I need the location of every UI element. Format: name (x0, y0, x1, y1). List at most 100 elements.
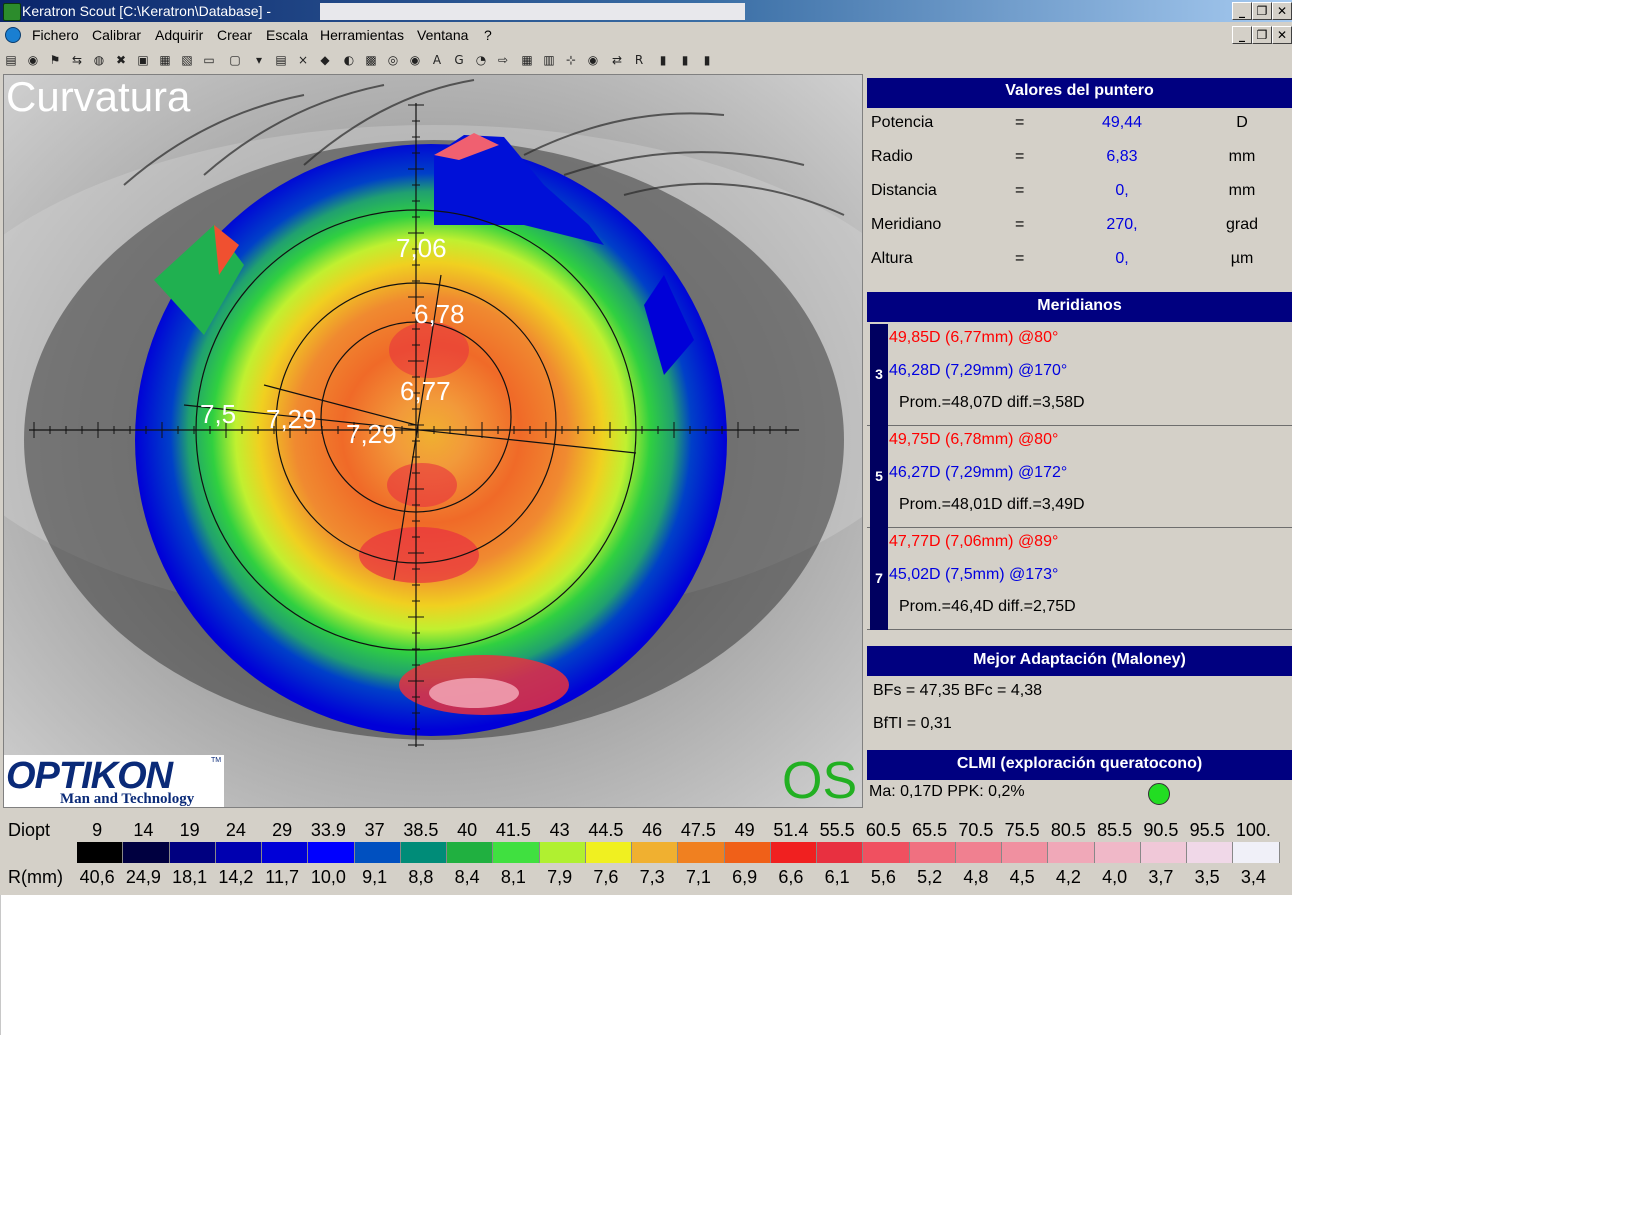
corneal-topography[interactable]: 7,06 6,78 6,77 7,5 7,29 7,29 (4, 75, 862, 807)
pointer-label: Meridiano (871, 216, 942, 233)
logo-wordmark: OPTIKON (6, 755, 173, 797)
restore-button[interactable]: ❐ (1252, 2, 1272, 20)
dropdown-icon[interactable]: ▾ (255, 53, 263, 67)
radius-value: 5,6 (870, 867, 896, 887)
compare-icon[interactable]: ⇄ (611, 53, 623, 67)
crosshair-ticks (33, 104, 787, 746)
steep-meridian: 49,85D (6,77mm) @80° (889, 329, 1059, 346)
target-icon[interactable]: ◎ (387, 53, 399, 67)
doc-restore-button[interactable]: ❐ (1252, 26, 1272, 44)
a-icon[interactable]: A (432, 53, 442, 67)
list-icon[interactable]: ▤ (275, 53, 287, 67)
export-icon[interactable]: ⇨ (497, 53, 509, 67)
view-icon[interactable]: ▢ (229, 53, 241, 67)
print-icon[interactable]: ▧ (181, 53, 193, 67)
diopt-value: 44.5 (588, 820, 624, 840)
diopt-value: 70.5 (958, 820, 994, 840)
menu-herramientas[interactable]: Herramientas (320, 27, 405, 43)
pointer-row-distancia: Distancia = 0, mm (867, 174, 1292, 208)
rx-icon[interactable]: R (634, 53, 644, 67)
menu-fichero[interactable]: Fichero (32, 27, 79, 43)
meridians-header: Meridianos (867, 292, 1292, 322)
radius-value: 3,4 (1240, 867, 1266, 887)
label-ring3-horizontal: 7,29 (346, 419, 397, 449)
save-icon[interactable]: ▣ (137, 53, 149, 67)
minimize-button[interactable]: _ (1232, 2, 1252, 20)
pointer-value: 0, (1115, 182, 1129, 199)
matrix-icon[interactable]: ▥ (543, 53, 555, 67)
eye-icon[interactable]: ◐ (343, 53, 355, 67)
radius-value: 3,7 (1148, 867, 1174, 887)
eraser-icon[interactable]: ◆ (320, 53, 330, 67)
legend-swatch (678, 842, 725, 863)
diopt-value: 75.5 (1004, 820, 1040, 840)
delete-icon[interactable]: ✖ (115, 53, 127, 67)
diopt-value: 85.5 (1097, 820, 1133, 840)
grid-icon[interactable]: ▩ (365, 53, 377, 67)
menu-adquirir[interactable]: Adquirir (155, 27, 204, 43)
legend-swatch (632, 842, 679, 863)
radius-value: 6,9 (732, 867, 758, 887)
title-bar[interactable]: Keratron Scout [C:\Keratron\Database] - … (0, 0, 1292, 22)
pointer-unit: µm (1230, 250, 1254, 267)
legend-swatch (400, 842, 447, 863)
radius-value: 4,8 (963, 867, 989, 887)
radius-value: 9,1 (362, 867, 388, 887)
menu-bar: Fichero Calibrar Adquirir Crear Escala H… (0, 24, 1292, 46)
menu-escala[interactable]: Escala (266, 27, 309, 43)
flag-icon[interactable]: ⚑ (49, 53, 61, 67)
diopt-value: 43 (549, 820, 570, 840)
camera-icon[interactable]: ◉ (27, 53, 39, 67)
table-icon[interactable]: ▦ (521, 53, 533, 67)
radius-value: 4,5 (1009, 867, 1035, 887)
close-x-icon[interactable]: × (297, 53, 309, 67)
menu-ventana[interactable]: Ventana (417, 27, 469, 43)
app-icon[interactable] (3, 3, 21, 21)
open-db-icon[interactable]: ▤ (5, 53, 17, 67)
steep-meridian: 49,75D (6,78mm) @80° (889, 431, 1059, 448)
equals-sign: = (1015, 182, 1025, 199)
menu-crear[interactable]: Crear (217, 27, 253, 43)
best-fit-line-2: BfTI = 0,31 (873, 715, 952, 732)
globe-icon[interactable]: ◍ (93, 53, 105, 67)
optikon-logo: OPTIKON TM Man and Technology (4, 755, 224, 807)
doc-minimize-button[interactable]: _ (1232, 26, 1252, 44)
meridian-group-ring-7: 7 47,77D (7,06mm) @89° 45,02D (7,5mm) @173… (867, 528, 1292, 630)
legend-swatch (1094, 842, 1141, 863)
diopt-value: 95.5 (1189, 820, 1225, 840)
diopt-value: 40 (457, 820, 478, 840)
pointer-unit: mm (1228, 148, 1256, 165)
meridian-summary: Prom.=46,4D diff.=2,75D (899, 598, 1076, 615)
monitor-icon[interactable]: ▭ (203, 53, 215, 67)
bars3-icon[interactable]: ▮ (703, 53, 711, 67)
close-button[interactable]: ✕ (1272, 2, 1292, 20)
pointer-values-header: Valores del puntero (867, 78, 1292, 108)
pointer-row-potencia: Potencia = 49,44 D (867, 106, 1292, 140)
rgb-icon[interactable]: ◔ (475, 53, 487, 67)
circle-icon[interactable]: ◉ (409, 53, 421, 67)
g-icon[interactable]: G (454, 53, 464, 67)
legend-swatch (447, 842, 494, 863)
import-icon[interactable]: ⇆ (71, 53, 83, 67)
radius-value: 3,5 (1194, 867, 1220, 887)
legend-swatch (354, 842, 401, 863)
steep-meridian: 47,77D (7,06mm) @89° (889, 533, 1059, 550)
menu-help[interactable]: ? (484, 27, 492, 43)
legend-swatch (77, 842, 124, 863)
menu-calibrar[interactable]: Calibrar (92, 27, 142, 43)
document-icon[interactable] (5, 27, 21, 43)
inferior-red-zone (359, 527, 479, 583)
legend-swatch (724, 842, 771, 863)
equals-sign: = (1015, 250, 1025, 267)
radius-value: 6,1 (824, 867, 850, 887)
ring-number-badge: 7 (870, 528, 888, 630)
bars2-icon[interactable]: ▮ (681, 53, 689, 67)
curvature-map[interactable]: 7,06 6,78 6,77 7,5 7,29 7,29 Curvatura O… (3, 74, 863, 808)
diopt-value: 33.9 (310, 820, 346, 840)
equals-sign: = (1015, 114, 1025, 131)
bars-icon[interactable]: ▮ (659, 53, 667, 67)
doc-close-button[interactable]: ✕ (1272, 26, 1292, 44)
eye-view-icon[interactable]: ◉ (587, 53, 599, 67)
axis-icon[interactable]: ⊹ (565, 53, 577, 67)
save-all-icon[interactable]: ▦ (159, 53, 171, 67)
